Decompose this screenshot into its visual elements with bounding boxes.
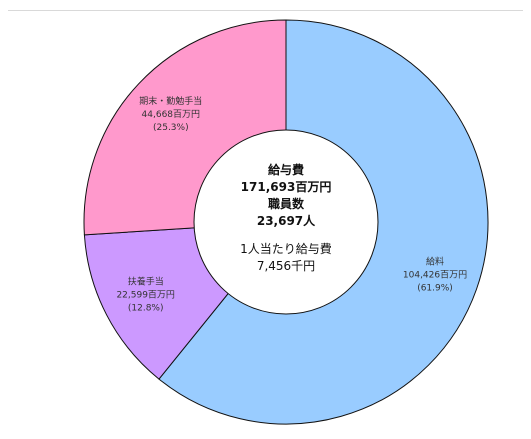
label-kimatsu-kinben-teate: 期末・勤勉手当 44,668百万円 (25.3%) <box>139 95 202 133</box>
segment-percent: (61.9%) <box>417 284 453 294</box>
center-per-capita-value: 7,456千円 <box>257 259 315 273</box>
segment-labels: 給料 104,426百万円 (61.9%) 扶養手当 22,599百万円 (12.8%) 期… <box>116 95 467 314</box>
segment-value: 22,599百万円 <box>116 290 175 301</box>
top-divider <box>8 10 523 11</box>
segment-name: 扶養手当 <box>128 276 164 288</box>
segment-value: 104,426百万円 <box>403 270 467 281</box>
center-staff-count: 23,697人 <box>257 213 316 228</box>
center-total: 171,693百万円 <box>241 180 332 194</box>
segment-name: 期末・勤勉手当 <box>139 95 202 107</box>
center-title: 給与費 <box>268 162 304 177</box>
segment-percent: (12.8%) <box>128 304 164 314</box>
center-per-capita-label: 1人当たり給与費 <box>240 241 332 256</box>
donut-hole <box>193 129 379 315</box>
segment-value: 44,668百万円 <box>142 109 201 120</box>
label-kyuryo: 給料 104,426百万円 (61.9%) <box>403 256 467 294</box>
segment-name: 給料 <box>426 256 444 268</box>
segment-percent: (25.3%) <box>153 123 189 133</box>
label-fuyo-teate: 扶養手当 22,599百万円 (12.8%) <box>116 276 175 314</box>
center-staff-label: 職員数 <box>268 196 305 211</box>
